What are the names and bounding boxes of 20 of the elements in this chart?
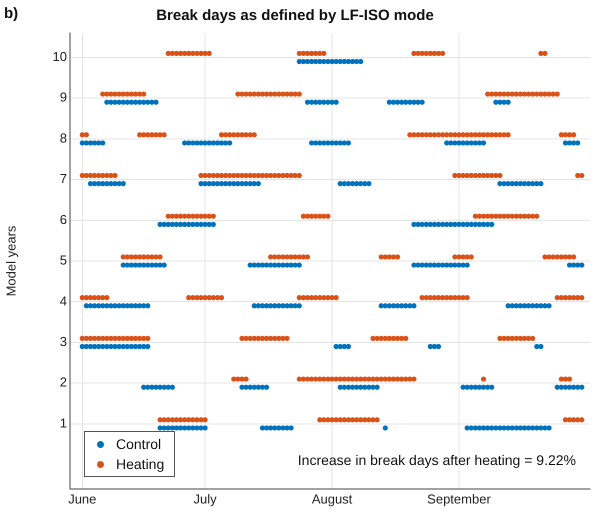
y-tick-label: 5 [60,252,67,268]
x-tick-label: June [68,491,96,506]
chart-title: Break days as defined by LF-ISO mode [156,7,434,24]
y-tick-label: 7 [60,171,67,186]
y-tick-label: 3 [60,334,67,350]
y-tick-label: 6 [60,212,67,227]
text: b) [4,5,18,22]
x-tick-label: August [312,491,353,506]
legend-label: Control [116,436,162,452]
y-tick-label: 1 [60,415,67,430]
annotation: Increase in break days after heating = 9.22% [298,452,576,468]
legend-label: Heating [116,456,164,472]
y-tick-label: 10 [52,49,67,64]
y-tick-label: 2 [60,374,67,390]
y-axis-title: Model years [3,225,18,296]
y-tick-label: 9 [60,90,67,105]
y-tick-label: 4 [60,293,67,308]
x-tick-label: July [194,491,218,506]
x-tick-label: September [427,491,492,506]
y-tick-label: 8 [60,130,67,146]
